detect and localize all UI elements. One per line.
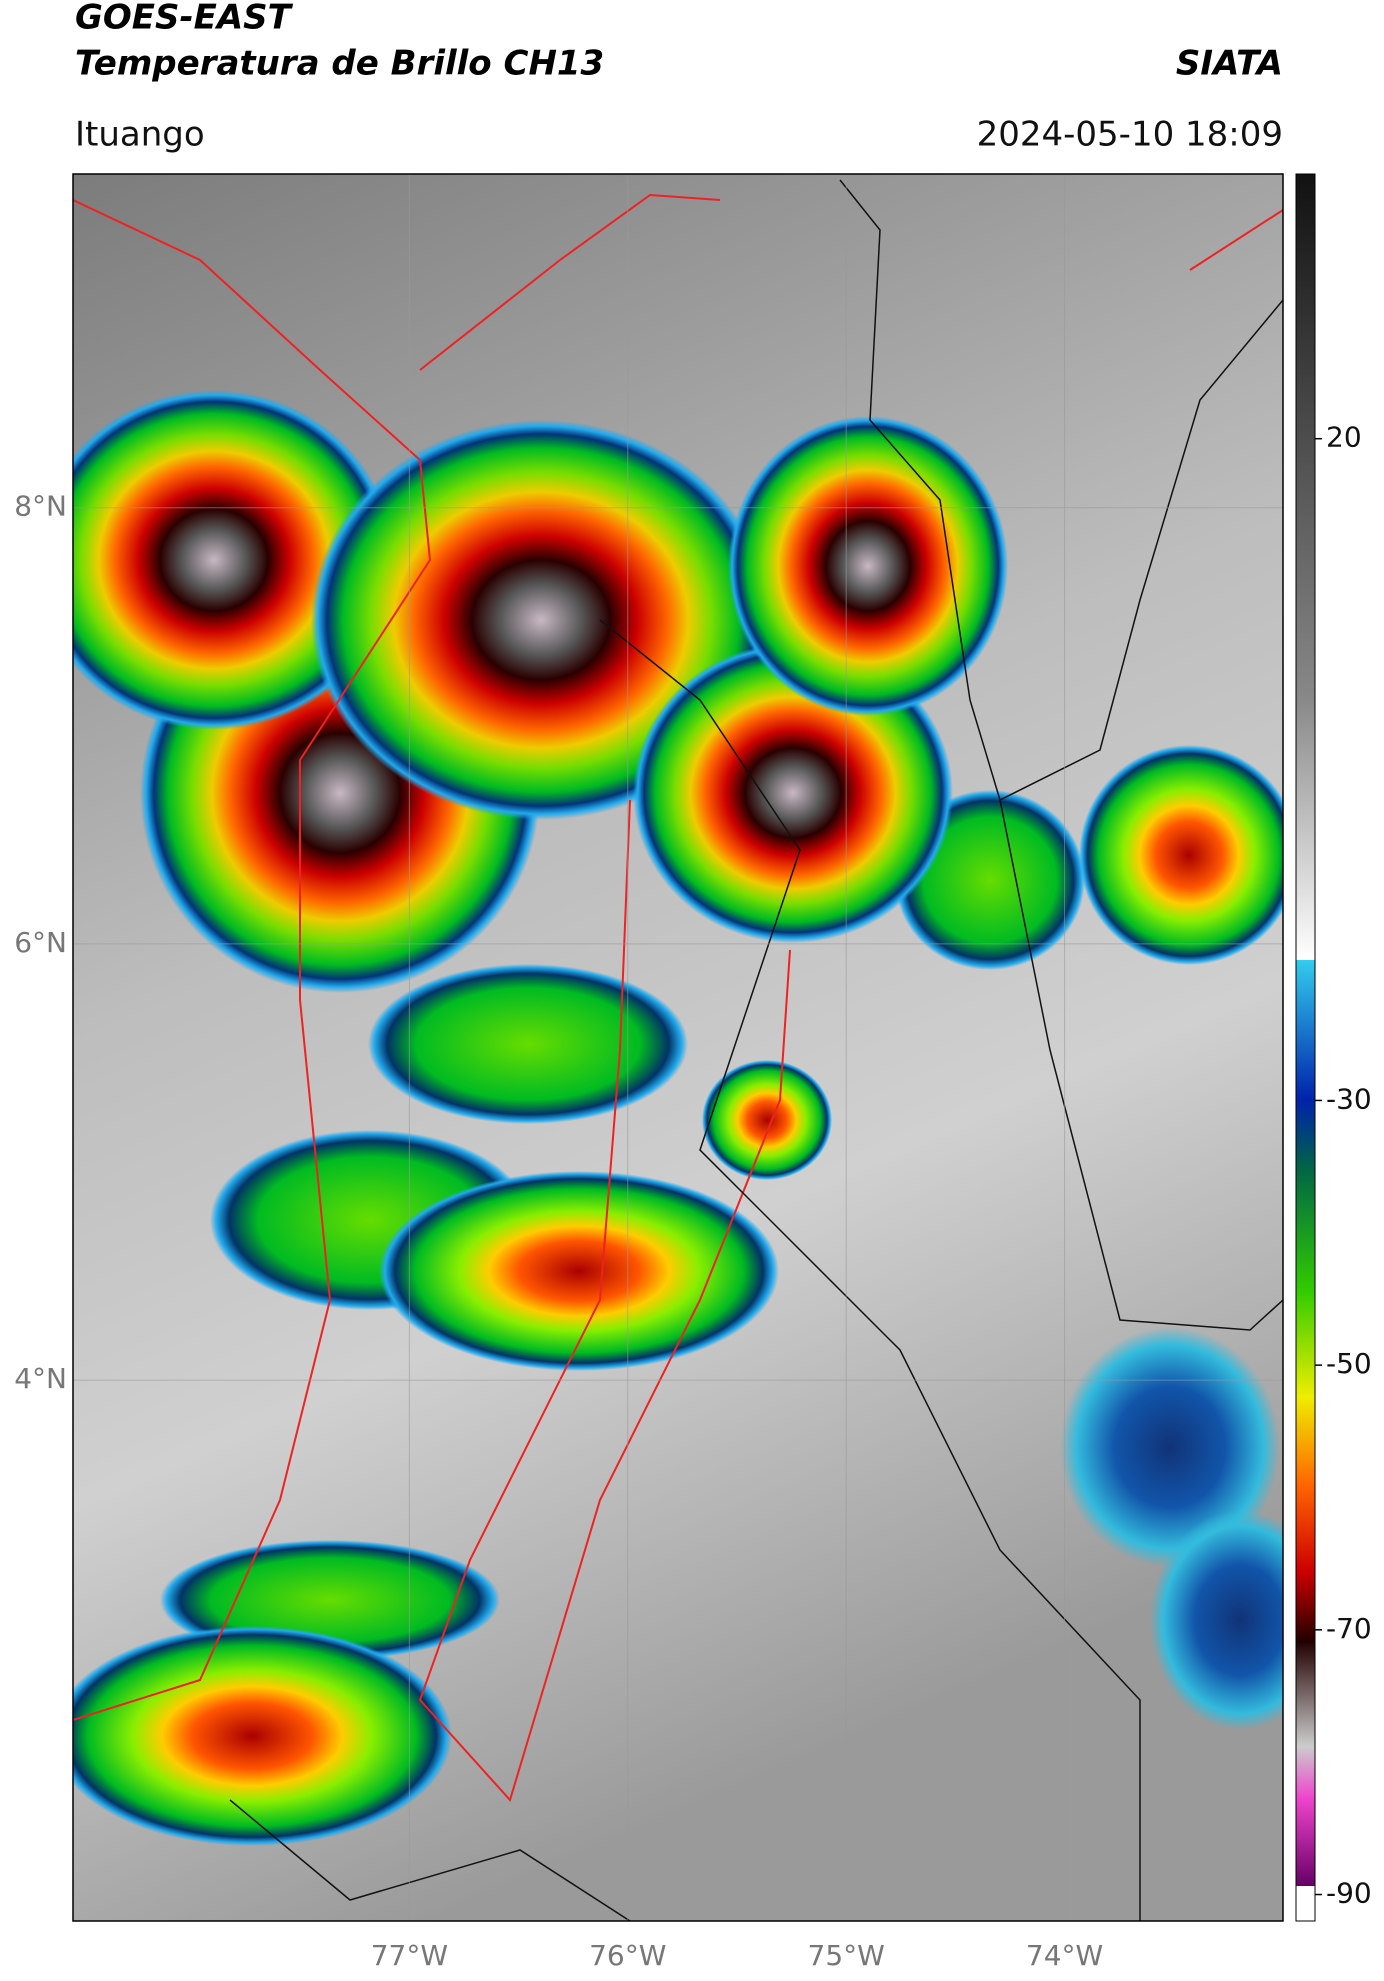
source: SIATA	[1176, 44, 1283, 84]
border	[419, 193, 721, 371]
x-tick-label: 75°W	[808, 1939, 885, 1972]
border	[599, 619, 1141, 1921]
colorbar-tick-label: 20	[1326, 421, 1362, 454]
colorbar	[1295, 173, 1316, 1922]
title: Temperatura de Brillo CH13	[75, 44, 604, 84]
border	[418, 799, 791, 1802]
storm	[728, 416, 1008, 716]
grid	[73, 174, 1283, 1921]
border	[999, 799, 1283, 1331]
cloud	[368, 964, 688, 1124]
y-tick-label: 6°N	[14, 926, 67, 959]
storm	[702, 1060, 832, 1180]
title: GOES-EAST	[75, 0, 294, 38]
colorbar-tick-label: -50	[1326, 1347, 1372, 1380]
map-frame	[72, 173, 1284, 1922]
colorbar-tick-label: -30	[1326, 1082, 1372, 1115]
cloud	[1060, 1327, 1280, 1567]
storm	[1079, 745, 1283, 965]
cloud	[1150, 1510, 1283, 1730]
storm	[379, 1171, 779, 1371]
storm	[633, 643, 953, 943]
border	[1189, 209, 1283, 271]
border	[73, 199, 432, 1721]
colorbar-tick-label: -90	[1326, 1877, 1372, 1910]
y-tick-label: 4°N	[14, 1362, 67, 1395]
location: Ituango	[75, 115, 205, 155]
map	[73, 174, 1283, 1921]
border	[229, 1799, 631, 1921]
y-tick-label: 8°N	[14, 490, 67, 523]
x-tick-label: 76°W	[589, 1939, 666, 1972]
border	[839, 179, 1283, 802]
x-tick-label: 74°W	[1026, 1939, 1103, 1972]
storm	[73, 1626, 452, 1846]
x-tick-label: 77°W	[371, 1939, 448, 1972]
colorbar-tick-label: -70	[1326, 1612, 1372, 1645]
datetime: 2024-05-10 18:09	[977, 115, 1283, 155]
